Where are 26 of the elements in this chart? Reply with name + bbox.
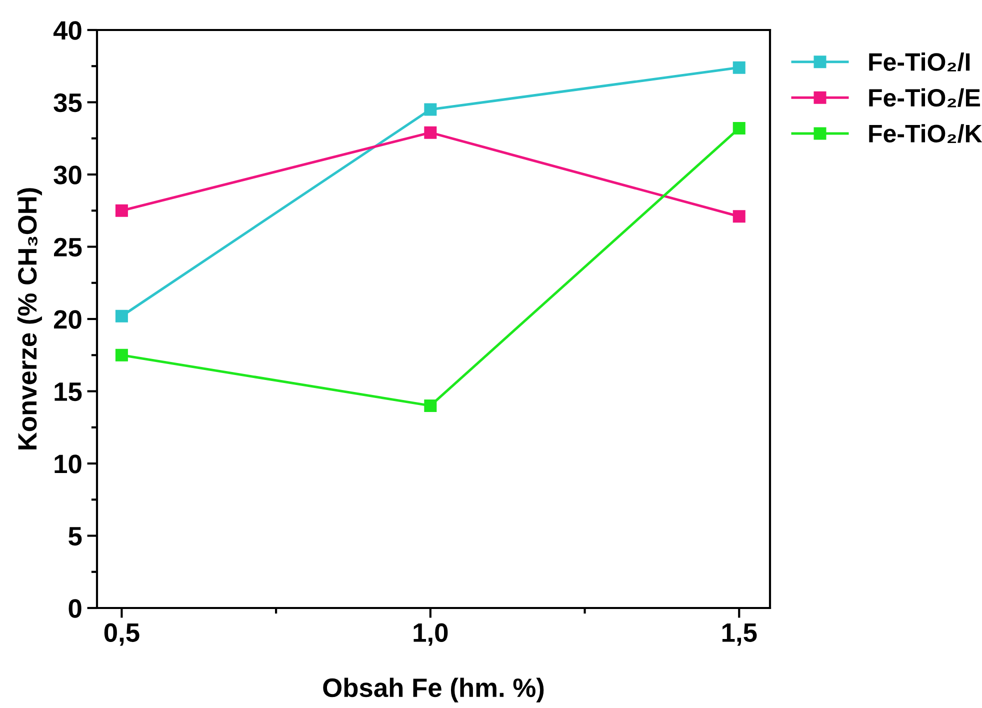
y-tick-label: 15 [54,382,82,402]
point [115,348,128,362]
point [732,122,746,135]
y-tick-label: 20 [54,310,82,329]
point [115,310,128,322]
point [424,399,437,412]
y-tick-label: 0 [68,599,82,618]
y-tick-label: 35 [54,93,82,112]
legend-label: Fe-TiO₂/E [869,88,980,108]
x-tick-label: 1,0 [414,623,448,646]
point [732,210,746,223]
point [732,61,746,74]
x-axis-title: Obsah Fe (hm. %) [323,678,544,702]
y-tick-label: 10 [54,454,82,474]
legend-label: Fe-TiO₂/I [869,52,970,72]
legend-label: Fe-TiO₂/K [869,124,982,144]
y-tick-label: 5 [68,527,82,546]
x-tick-label: 0,5 [104,623,140,646]
y-tick-label: 30 [54,166,82,184]
point [424,126,437,139]
y-axis-title: Konverze (% CH₃OH) [17,188,42,450]
point [115,204,128,217]
x-tick-label: 1,5 [722,624,757,646]
point [424,103,437,116]
y-tick-label: 40 [53,21,82,40]
y-tick-label: 25 [54,238,82,257]
